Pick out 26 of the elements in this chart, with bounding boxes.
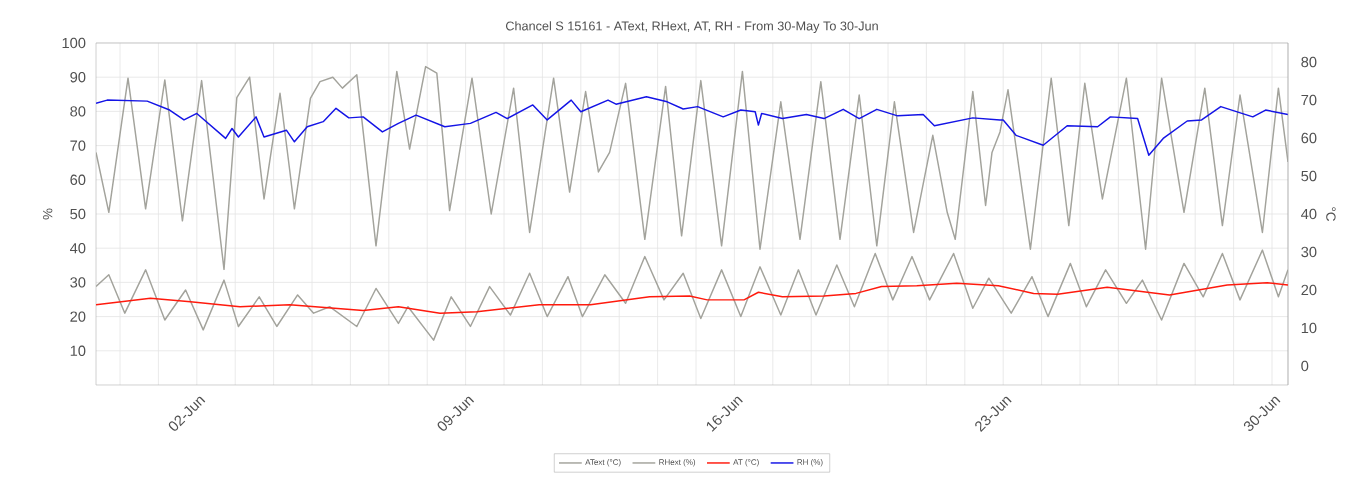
y2-tick-label: 30: [1301, 246, 1317, 258]
legend-label: AText (°C): [585, 459, 621, 467]
y2-tick-label: 80: [1301, 56, 1317, 68]
y-tick-label: 100: [62, 37, 86, 49]
y-tick-label: 40: [69, 243, 86, 254]
y2-axis-title: °C: [1326, 207, 1336, 221]
legend-label: RHext (%): [659, 459, 696, 467]
y-tick-label: 60: [70, 174, 86, 185]
y-tick-label: 50: [70, 208, 86, 220]
y-tick-label: 30: [70, 277, 86, 288]
y-axis-title: %: [43, 208, 53, 220]
legend-label: AT (°C): [733, 459, 759, 467]
y-tick-label: 20: [70, 311, 86, 322]
y2-tick-label: 70: [1301, 94, 1317, 106]
chart-title: Chancel S 15161 - AText, RHext, AT, RH - From 30-May To 30-Jun: [505, 21, 878, 33]
y2-tick-label: 40: [1301, 208, 1317, 220]
y2-tick-label: 60: [1301, 132, 1317, 144]
y2-tick-label: 0: [1301, 360, 1309, 372]
legend-label: RH (%): [797, 459, 823, 467]
y-tick-label: 70: [70, 140, 86, 151]
y-tick-label: 80: [70, 106, 86, 117]
y-tick-label: 90: [70, 72, 86, 83]
y2-tick-label: 20: [1301, 284, 1317, 296]
y-tick-label: 10: [70, 345, 86, 356]
y2-tick-label: 10: [1301, 322, 1317, 334]
y2-tick-label: 50: [1301, 170, 1317, 182]
